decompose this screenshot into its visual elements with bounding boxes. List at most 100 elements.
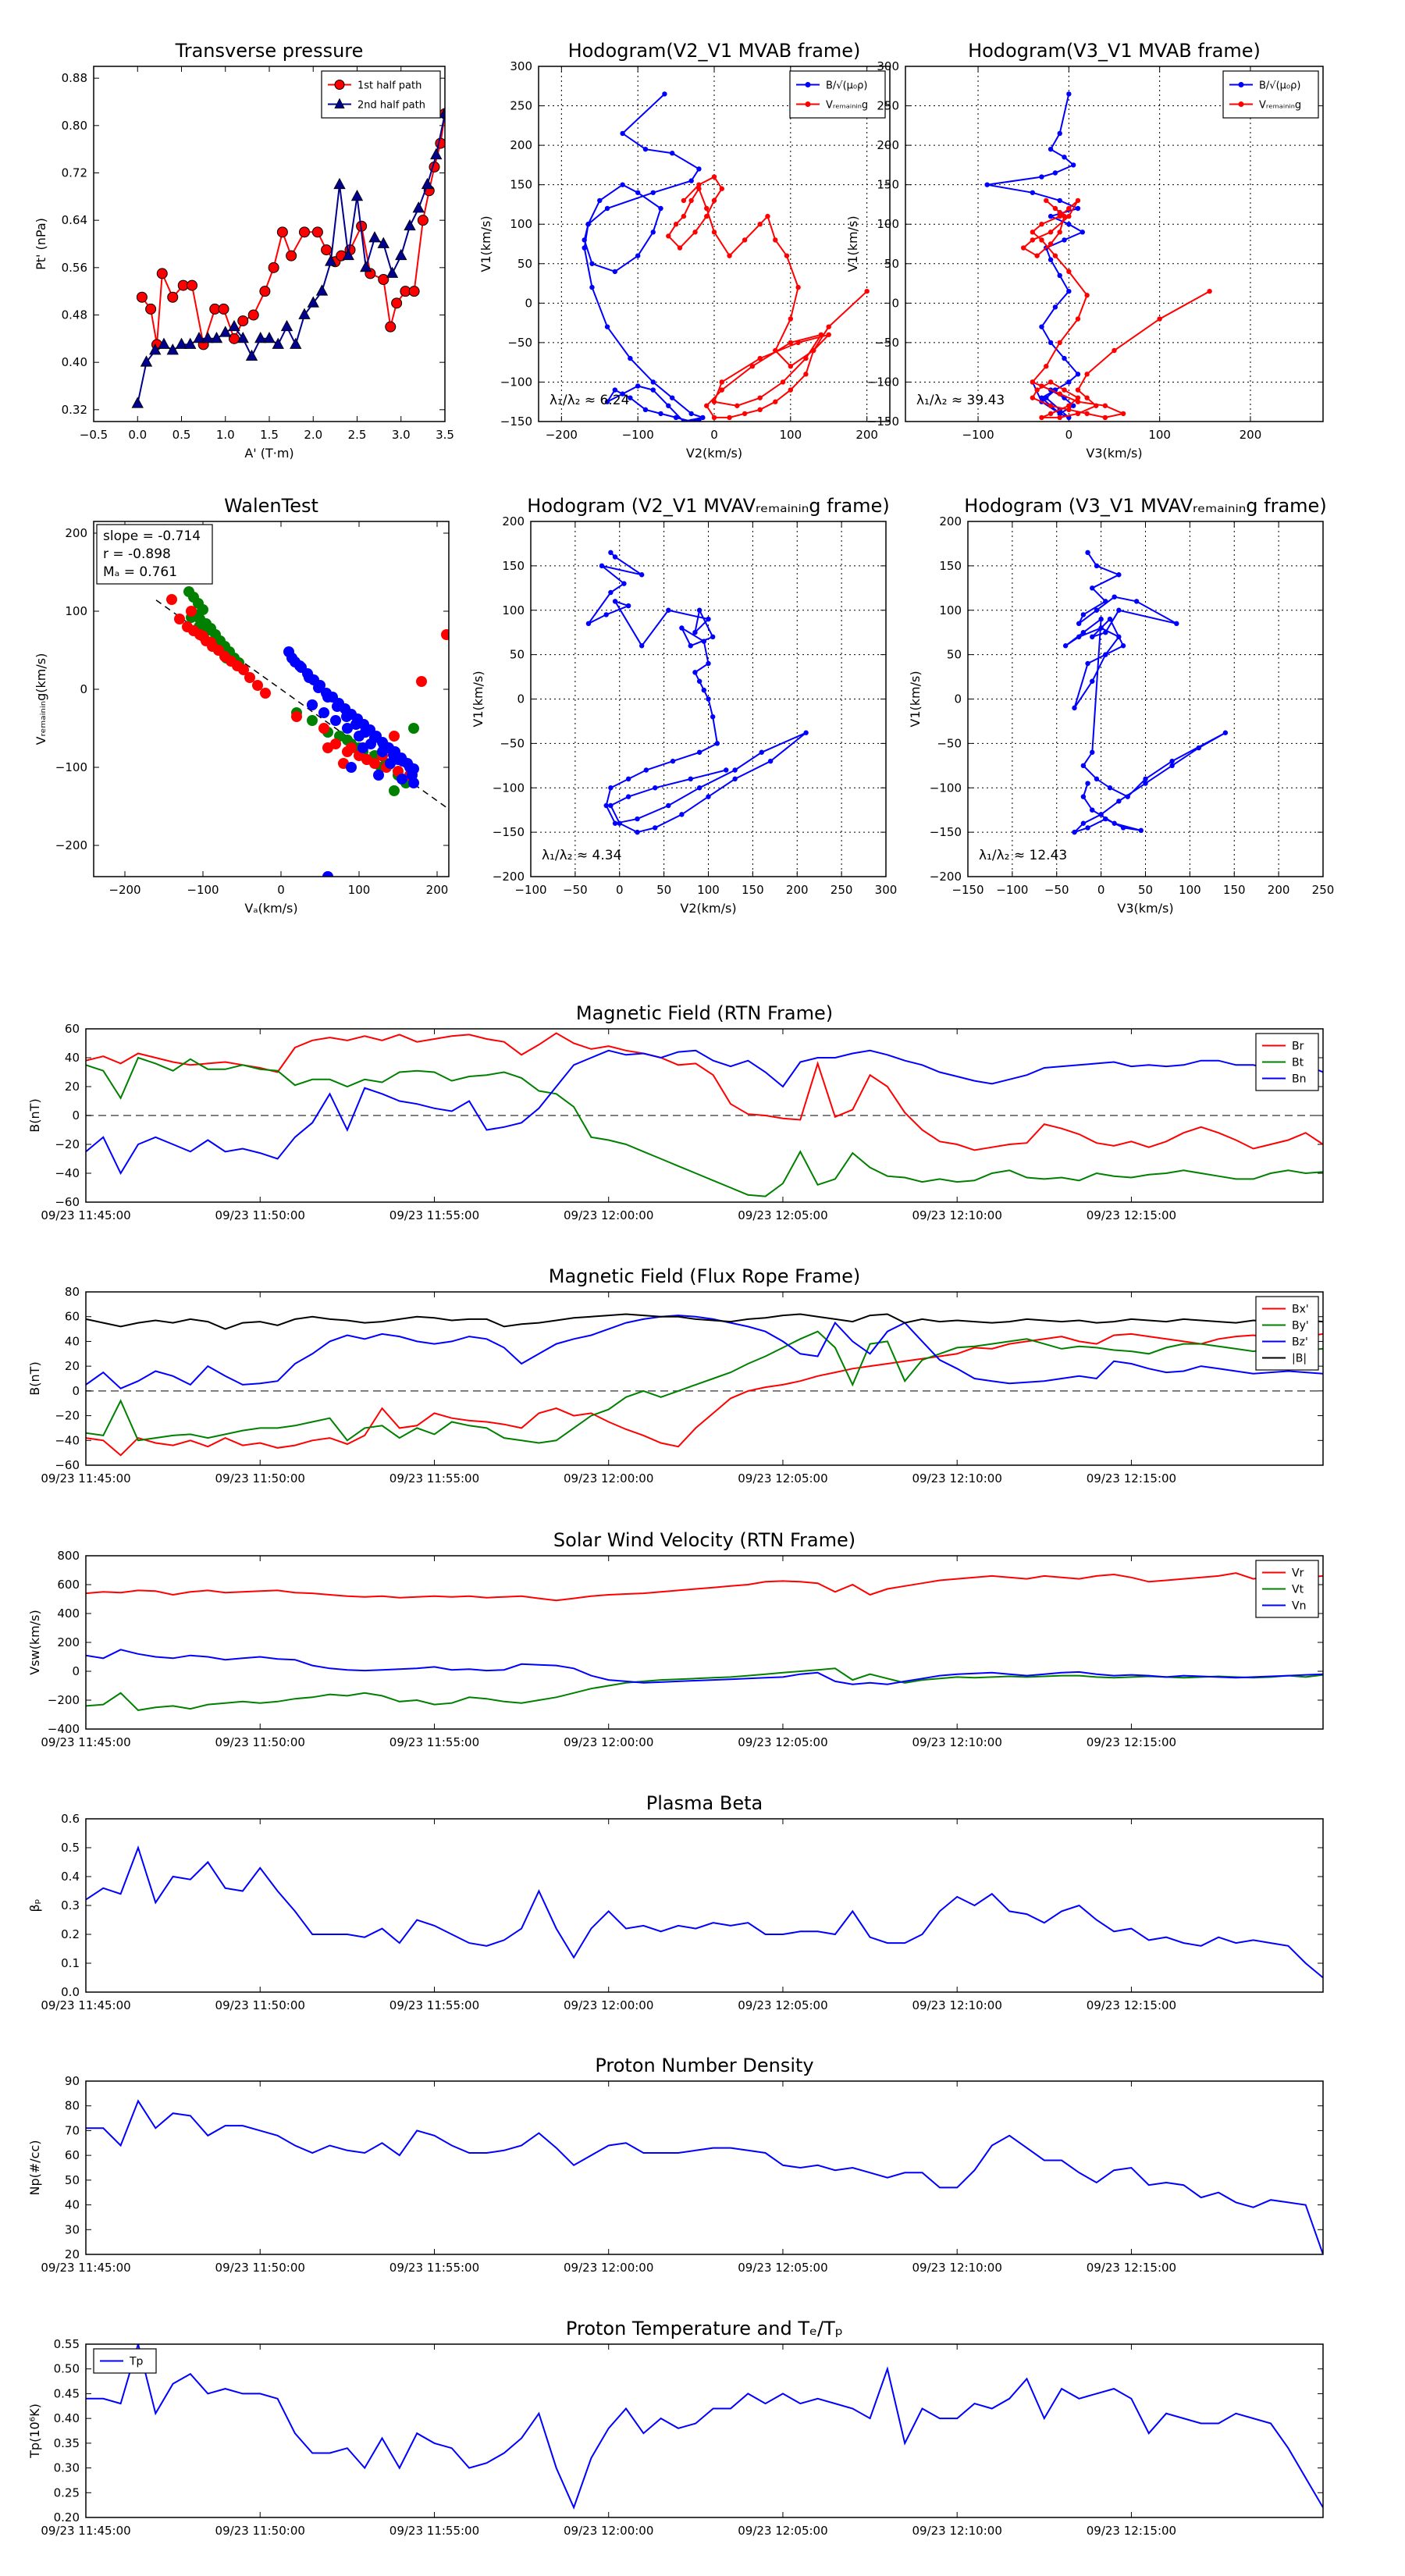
x-tick-label: 09/23 12:05:00 (738, 1208, 827, 1222)
y-tick-label: 20 (65, 1080, 80, 1094)
legend: Br Bt Bn (1255, 1033, 1319, 1091)
chart-title: Magnetic Field (Flux Rope Frame) (549, 1265, 860, 1287)
data-point (585, 222, 591, 227)
scatter-point (408, 723, 419, 734)
y-tick-label: 200 (877, 138, 899, 152)
data-point (290, 337, 302, 349)
plot-area (86, 1313, 1323, 1457)
data-point (1048, 257, 1054, 262)
x-axis-label: Vₐ(km/s) (244, 901, 297, 916)
data-point (360, 260, 372, 272)
data-point (732, 767, 738, 773)
data-point (307, 296, 319, 308)
y-tick-label: 0.35 (54, 2436, 80, 2450)
x-tick-label: 09/23 12:00:00 (564, 2524, 653, 2538)
data-point (696, 417, 702, 422)
data-point (638, 643, 645, 649)
data-point (228, 319, 240, 332)
chart-np: 09/23 11:45:00 09/23 11:50:00 09/23 11:55:… (27, 2055, 1324, 2275)
x-tick-label: 09/23 12:15:00 (1087, 2261, 1176, 2275)
y-tick-label: 50 (518, 257, 532, 271)
chart-title: Proton Temperature and Tₑ/Tₚ (566, 2318, 843, 2339)
data-point (704, 213, 710, 219)
scatter-point (318, 723, 329, 734)
y-tick-label: 400 (57, 1606, 80, 1621)
data-point (1075, 197, 1081, 204)
data-point (219, 326, 232, 337)
data-point (1048, 146, 1054, 152)
data-point (589, 284, 595, 290)
stats-line: r = -0.898 (103, 546, 171, 562)
x-tick-label: 50 (1138, 883, 1153, 897)
x-tick-label: −200 (546, 428, 578, 442)
data-point (1107, 785, 1113, 791)
scatter-point (174, 614, 185, 624)
scatter-point (197, 631, 208, 642)
scatter-point (346, 742, 357, 753)
chart-title: Hodogram (V2_V1 MVAVᵣₑₘₐᵢₙᵢₙg frame) (527, 495, 889, 517)
data-point (1103, 652, 1108, 657)
x-tick-label: 09/23 12:05:00 (738, 2261, 827, 2275)
data-point (711, 197, 717, 204)
y-axis-label: B(nT) (27, 1361, 42, 1395)
data-point (149, 343, 162, 355)
data-point (608, 589, 614, 596)
y-tick-label: −50 (937, 736, 962, 750)
data-point (1052, 205, 1058, 212)
x-tick-label: −50 (563, 883, 588, 897)
legend: B/√(μ₀ρ) Vᵣₑₘₐᵢₙᵢₙg (789, 70, 886, 119)
series-line-np (86, 2099, 1323, 2254)
x-tick-label: 09/23 12:10:00 (912, 1471, 1002, 1485)
data-point (696, 749, 702, 755)
data-point (795, 284, 801, 290)
x-tick-label: 09/23 12:00:00 (564, 2261, 653, 2275)
data-point (688, 197, 694, 204)
data-point (1048, 213, 1054, 219)
data-point (635, 383, 641, 389)
y-tick-label: 0.6 (61, 1812, 80, 1826)
data-point (1034, 387, 1040, 393)
data-point (412, 201, 425, 213)
axes-frame (85, 1028, 1324, 1203)
legend-frame (93, 2348, 157, 2374)
data-point (1062, 213, 1067, 219)
chart-tp: 09/23 11:45:00 09/23 11:50:00 09/23 11:55:… (27, 2318, 1324, 2538)
y-axis-label: βₚ (27, 1898, 42, 1912)
y-tick-label: 0.0 (61, 1985, 80, 1999)
x-tick-label: 09/23 12:00:00 (564, 1998, 653, 2012)
y-tick-label: 0.55 (54, 2337, 80, 2351)
y-axis-label: V1(km/s) (908, 671, 923, 727)
data-point (826, 324, 831, 329)
data-point (589, 261, 595, 266)
data-point (757, 355, 763, 361)
data-point (710, 634, 716, 640)
data-point (136, 291, 148, 303)
y-tick-label: 800 (57, 1549, 80, 1563)
data-point (612, 599, 618, 604)
chart-title: Solar Wind Velocity (RTN Frame) (553, 1529, 855, 1551)
chart-hodoB2: −200 −100 0 100 200 −150 −100 −50 0 50 100 150 200 25… (478, 40, 891, 461)
legend-label: Vn (1292, 1600, 1306, 1613)
data-point (658, 205, 663, 212)
chart-walen: −200 −100 0 100 200 −200 −100 0 100 200 WalenTest V… (34, 495, 450, 916)
stats-line: Mₐ = 0.761 (103, 564, 177, 580)
data-point (1116, 634, 1122, 640)
y-tick-label: −50 (500, 736, 525, 750)
y-tick-label: −100 (55, 760, 87, 774)
data-point (603, 612, 609, 617)
x-tick-label: 250 (1312, 883, 1335, 897)
scatter-point (397, 774, 407, 785)
y-tick-label: 20 (65, 2247, 80, 2261)
plot-area (86, 1845, 1323, 1979)
data-point (650, 379, 656, 385)
x-tick-label: 09/23 11:45:00 (41, 1208, 130, 1222)
data-point (1057, 130, 1062, 137)
data-point (638, 572, 645, 578)
y-tick-label: 60 (65, 1022, 80, 1036)
x-tick-label: −50 (1044, 883, 1069, 897)
x-tick-label: 100 (780, 428, 802, 442)
data-point (625, 794, 631, 799)
data-point (1039, 395, 1044, 400)
data-point (696, 678, 702, 684)
axes-frame (967, 521, 1324, 877)
